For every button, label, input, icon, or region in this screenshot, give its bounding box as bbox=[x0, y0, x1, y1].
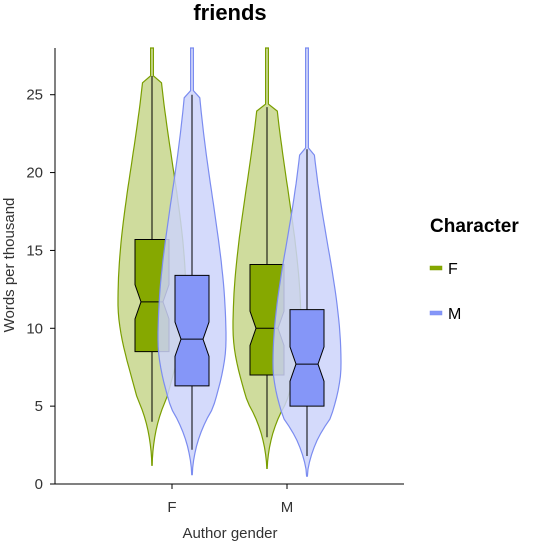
y-tick-label: 5 bbox=[35, 398, 43, 415]
violin-group bbox=[272, 47, 342, 477]
legend-items: FM bbox=[429, 261, 461, 323]
legend-swatch bbox=[429, 265, 443, 271]
legend-label: F bbox=[448, 261, 458, 278]
legend-swatch bbox=[429, 310, 443, 316]
plot-area bbox=[117, 47, 342, 477]
legend-label: M bbox=[448, 306, 461, 323]
notched-box bbox=[289, 309, 325, 407]
chart-title: friends bbox=[193, 0, 266, 25]
y-tick-label: 25 bbox=[26, 87, 43, 104]
y-tick-label: 15 bbox=[26, 242, 43, 259]
y-tick-label: 10 bbox=[26, 320, 43, 337]
legend: Character FM bbox=[429, 216, 519, 323]
y-axis-ticks: 0 5 10 15 20 25 bbox=[26, 87, 55, 493]
x-axis-title: Author gender bbox=[182, 525, 277, 542]
notched-box bbox=[174, 274, 210, 387]
legend-title: Character bbox=[430, 216, 519, 237]
y-axis-title: Words per thousand bbox=[1, 198, 18, 333]
x-tick-label: M bbox=[281, 499, 294, 516]
x-tick-label: F bbox=[167, 499, 176, 516]
y-tick-label: 0 bbox=[35, 476, 43, 493]
violin-group bbox=[157, 47, 227, 476]
y-tick-label: 20 bbox=[26, 165, 43, 182]
